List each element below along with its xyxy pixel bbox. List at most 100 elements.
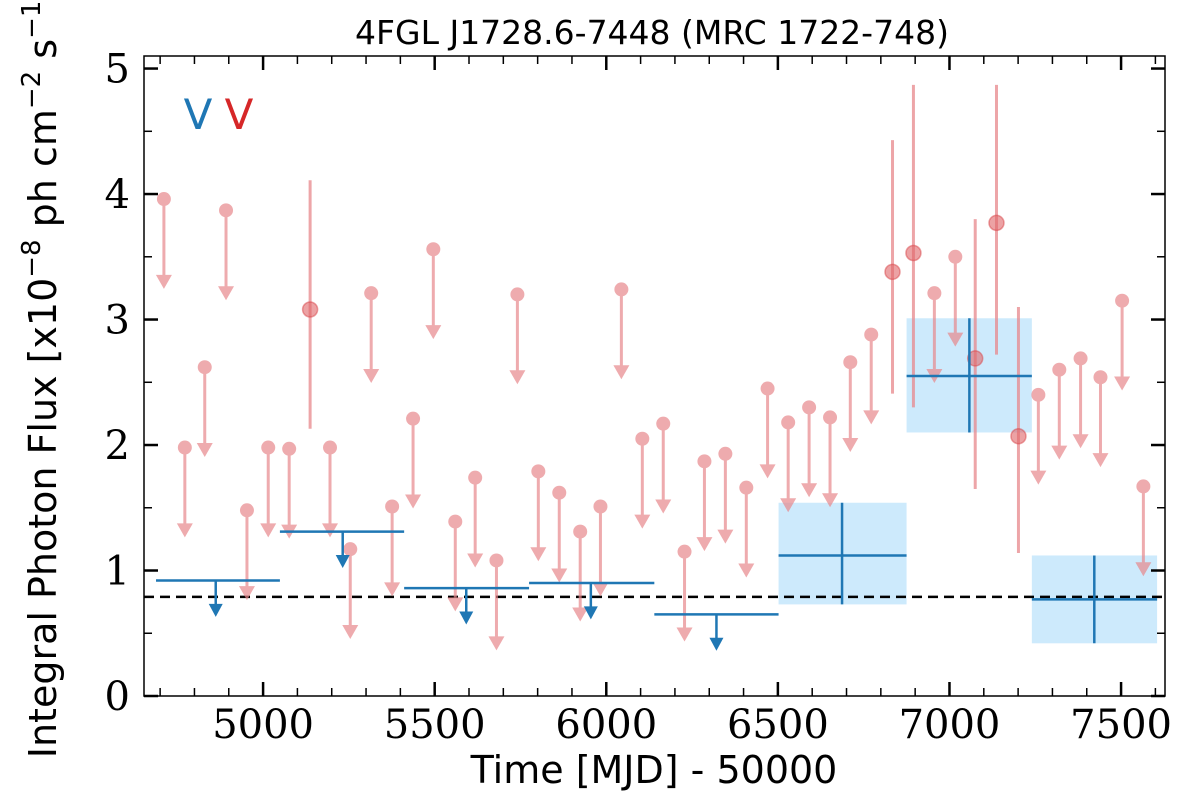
fine-upper-limit bbox=[863, 327, 880, 425]
fine-detection bbox=[884, 140, 901, 394]
ul-arrowhead bbox=[530, 547, 547, 562]
fine-upper-limit bbox=[634, 431, 651, 529]
fine-upper-limit bbox=[218, 203, 235, 301]
ul-arrowhead bbox=[676, 627, 693, 642]
ul-marker bbox=[156, 192, 171, 207]
fine-upper-limit bbox=[363, 286, 380, 384]
fine-upper-limit bbox=[238, 503, 255, 601]
fine-upper-limit bbox=[822, 410, 839, 508]
detection-marker bbox=[966, 350, 984, 367]
detection-marker bbox=[988, 214, 1005, 232]
fine-upper-limit bbox=[613, 282, 630, 380]
ul-marker bbox=[364, 286, 379, 301]
x-tick-label: 7000 bbox=[899, 702, 1001, 748]
detection-marker bbox=[301, 301, 319, 318]
ul-arrowhead bbox=[717, 529, 734, 544]
ul-marker bbox=[739, 480, 754, 495]
y-tick-label: 5 bbox=[105, 47, 130, 93]
y-tick-label: 4 bbox=[105, 172, 130, 218]
coarse-upper-limit bbox=[404, 586, 530, 625]
coarse-upper-limit bbox=[654, 613, 779, 651]
legend: V V bbox=[184, 90, 254, 139]
fine-detection bbox=[1010, 306, 1027, 553]
fine-upper-limit bbox=[1114, 293, 1131, 391]
x-axis-label: Time [MJD] - 50000 bbox=[470, 748, 838, 792]
y-tick-label: 1 bbox=[105, 549, 130, 595]
ul-arrowhead bbox=[738, 563, 755, 578]
ul-marker bbox=[948, 249, 963, 264]
fine-upper-limit bbox=[717, 446, 734, 544]
y-axis-label: Integral Photon Flux [x10−8 ph cm−2 s−1] bbox=[17, 0, 65, 758]
ul-arrowhead bbox=[176, 523, 193, 538]
fine-upper-limit bbox=[551, 485, 568, 583]
ul-arrowhead bbox=[384, 582, 401, 597]
ul-marker bbox=[1052, 362, 1067, 377]
fine-upper-limit bbox=[509, 287, 526, 385]
fine-upper-limit bbox=[759, 381, 776, 479]
ul-arrowhead bbox=[801, 483, 818, 498]
ul-arrowhead bbox=[509, 370, 526, 385]
ul-arrowhead bbox=[572, 607, 589, 622]
ul-arrowhead bbox=[335, 554, 350, 568]
legend-entry-coarse: V bbox=[184, 90, 213, 139]
ul-marker bbox=[426, 242, 441, 257]
ul-marker bbox=[282, 441, 297, 456]
ul-marker bbox=[1136, 479, 1151, 494]
fine-upper-limit bbox=[530, 464, 547, 562]
ul-arrowhead bbox=[634, 514, 651, 529]
ul-marker bbox=[573, 524, 588, 539]
fine-upper-limit bbox=[572, 524, 589, 622]
ul-marker bbox=[1093, 370, 1108, 385]
fine-upper-limit bbox=[738, 480, 755, 578]
ul-marker bbox=[614, 282, 629, 297]
fine-upper-limit bbox=[1030, 387, 1047, 485]
x-tick-label: 7500 bbox=[1070, 702, 1172, 748]
ul-marker bbox=[843, 355, 858, 370]
ul-arrowhead bbox=[208, 603, 223, 617]
ul-marker bbox=[239, 503, 254, 518]
fine-upper-limit bbox=[842, 355, 859, 453]
ul-arrowhead bbox=[780, 498, 797, 513]
ul-arrowhead bbox=[1030, 470, 1047, 485]
ul-marker bbox=[448, 514, 463, 529]
ul-arrowhead bbox=[709, 637, 724, 651]
y-tick-label: 0 bbox=[105, 674, 130, 720]
ul-marker bbox=[760, 381, 775, 396]
fine-upper-limit bbox=[196, 360, 213, 458]
fine-detection bbox=[905, 84, 922, 408]
ul-marker bbox=[468, 470, 483, 485]
coarse-upper-limit bbox=[279, 530, 405, 568]
ul-marker bbox=[323, 440, 338, 455]
fine-upper-limit bbox=[260, 440, 277, 538]
ul-arrowhead bbox=[238, 586, 255, 601]
ul-marker bbox=[593, 499, 608, 514]
coarse-upper-limit bbox=[156, 579, 280, 617]
fine-upper-limit bbox=[676, 544, 693, 642]
fine-upper-limit bbox=[467, 470, 484, 568]
fine-upper-limit bbox=[447, 514, 464, 612]
y-label-prefix: Integral Photon Flux [x10 bbox=[21, 278, 65, 759]
ul-arrowhead bbox=[425, 325, 442, 340]
axes: 5000 5500 6000 6500 7000 7500 0 1 2 3 4 5 bbox=[105, 47, 1172, 748]
ul-arrowhead bbox=[759, 464, 776, 479]
fine-upper-limit bbox=[155, 192, 172, 289]
ul-arrowhead bbox=[363, 369, 380, 384]
fine-upper-limit bbox=[696, 454, 713, 552]
detection-marker bbox=[905, 244, 922, 262]
x-tick-label: 5500 bbox=[384, 702, 486, 748]
y-label-exp1: −8 bbox=[17, 239, 47, 277]
ul-arrowhead bbox=[459, 611, 474, 625]
ul-marker bbox=[635, 431, 650, 446]
ul-arrowhead bbox=[822, 493, 839, 508]
ul-marker bbox=[781, 415, 796, 430]
detection-marker bbox=[1010, 427, 1027, 445]
ul-arrowhead bbox=[467, 553, 484, 568]
detection-marker bbox=[884, 263, 901, 281]
ul-marker bbox=[552, 485, 567, 500]
ul-arrowhead bbox=[488, 636, 505, 651]
ul-marker bbox=[1031, 387, 1046, 402]
fine-upper-limit bbox=[780, 415, 797, 513]
y-label-mid: ph cm bbox=[21, 109, 65, 239]
fine-detection bbox=[301, 180, 319, 429]
